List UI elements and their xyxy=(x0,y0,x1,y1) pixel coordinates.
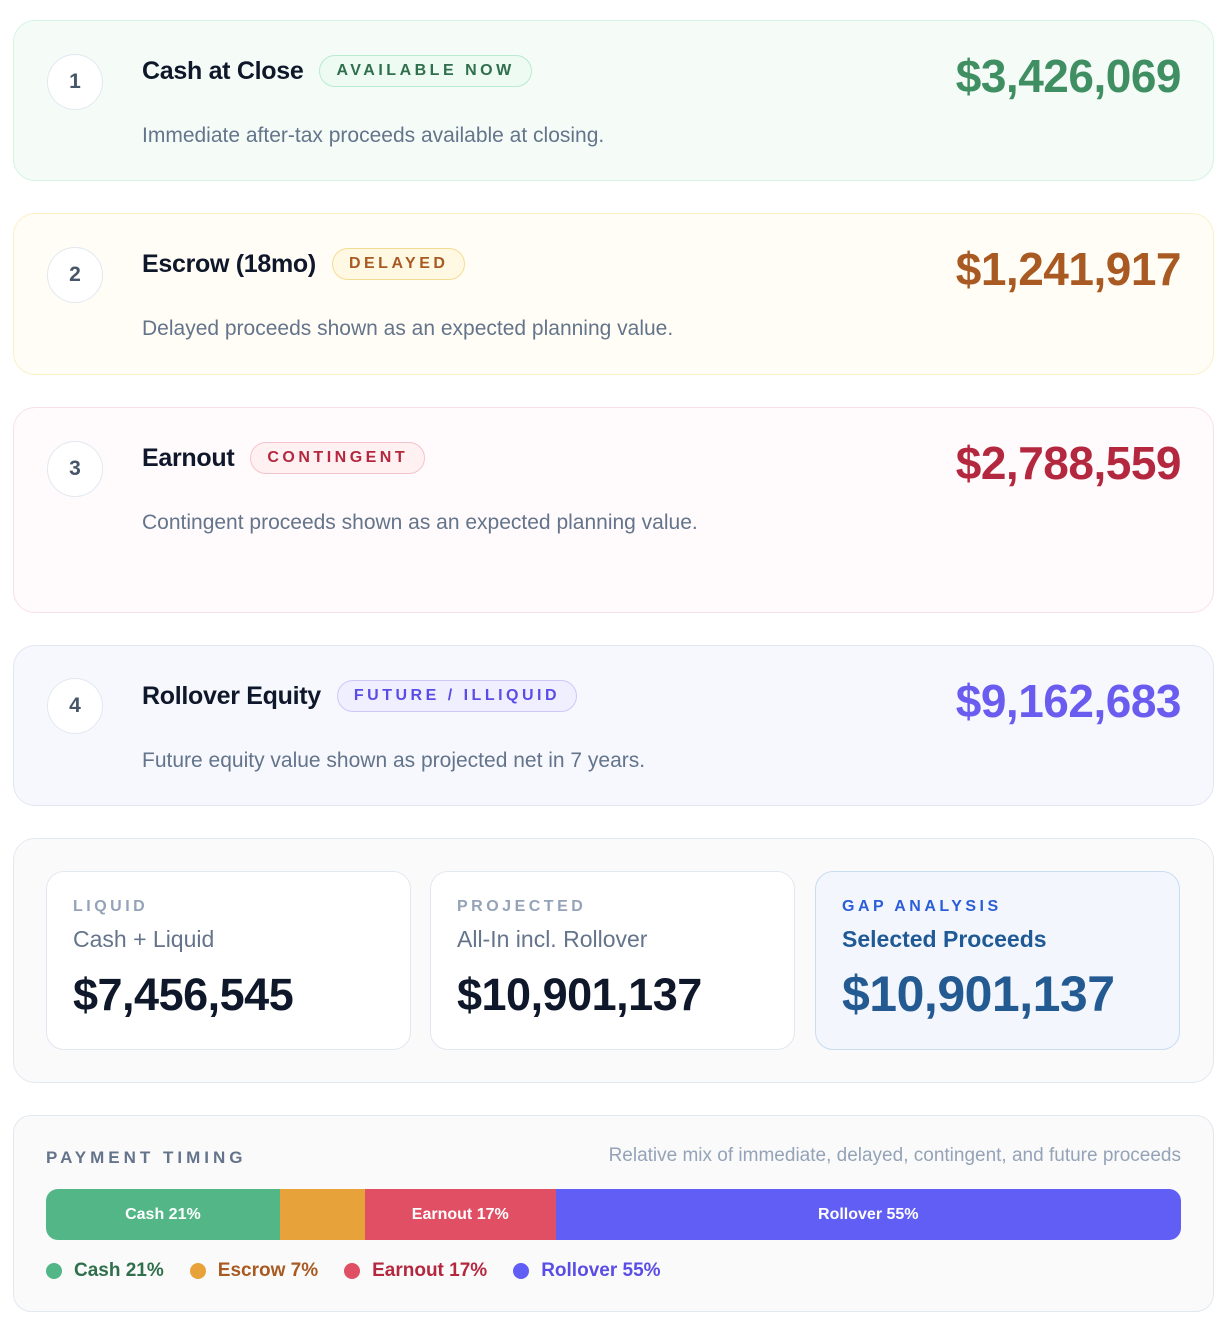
summary-subtitle: All-In incl. Rollover xyxy=(457,926,648,952)
card-description: Future equity value shown as projected n… xyxy=(142,749,646,772)
summary-label: PROJECTED xyxy=(457,898,587,915)
summary-subtitle: Cash + Liquid xyxy=(73,926,215,952)
legend-item: Cash 21% xyxy=(46,1260,164,1282)
summary-subtitle: Selected Proceeds xyxy=(842,926,1047,952)
step-number: 1 xyxy=(47,54,103,110)
legend-label: Escrow 7% xyxy=(217,1260,319,1281)
summary-projected: PROJECTED All-In incl. Rollover $10,901,… xyxy=(430,871,795,1050)
card-amount: $3,426,069 xyxy=(955,50,1182,102)
summary-gap-analysis: GAP ANALYSIS Selected Proceeds $10,901,1… xyxy=(815,871,1180,1050)
status-badge: FUTURE / ILLIQUID xyxy=(336,680,578,712)
legend-dot-icon xyxy=(189,1263,206,1279)
card-title: Escrow (18mo) xyxy=(142,249,316,278)
bar-segment xyxy=(279,1189,365,1240)
summary-label: LIQUID xyxy=(73,898,149,915)
legend-label: Earnout 17% xyxy=(372,1260,488,1281)
status-badge: AVAILABLE NOW xyxy=(319,55,532,87)
payment-timing-bar: Cash 21% Earnout 17% Rollover 55% xyxy=(46,1189,1181,1240)
bar-segment-label: Earnout 17% xyxy=(411,1205,509,1223)
summary-value: $10,901,137 xyxy=(457,969,702,1020)
card-title: Earnout xyxy=(142,443,235,472)
card-title: Cash at Close xyxy=(142,56,304,85)
payment-timing-subtitle: Relative mix of immediate, delayed, cont… xyxy=(608,1145,1181,1166)
bar-segment: Cash 21% xyxy=(46,1189,280,1240)
card-amount: $9,162,683 xyxy=(955,675,1182,727)
card-description: Immediate after-tax proceeds available a… xyxy=(142,124,605,147)
legend-item: Earnout 17% xyxy=(344,1260,487,1282)
bar-segment: Rollover 55% xyxy=(555,1189,1181,1240)
step-number: 2 xyxy=(47,247,103,303)
status-badge: DELAYED xyxy=(331,248,466,280)
summary-liquid: LIQUID Cash + Liquid $7,456,545 xyxy=(46,871,411,1050)
legend-item: Escrow 7% xyxy=(189,1260,319,1282)
legend-label: Cash 21% xyxy=(74,1260,164,1281)
card-amount: $2,788,559 xyxy=(955,437,1182,489)
bar-segment: Earnout 17% xyxy=(364,1189,556,1240)
card-amount: $1,241,917 xyxy=(955,243,1182,295)
step-number: 3 xyxy=(47,441,103,497)
proceeds-card: 3 Earnout CONTINGENT Contingent proceeds… xyxy=(13,407,1214,613)
proceeds-card: 1 Cash at Close AVAILABLE NOW Immediate … xyxy=(13,20,1214,181)
bar-segment-label: Rollover 55% xyxy=(818,1205,919,1223)
summary-label: GAP ANALYSIS xyxy=(842,898,1002,915)
step-number: 4 xyxy=(47,678,103,734)
legend-dot-icon xyxy=(344,1263,361,1279)
legend-item: Rollover 55% xyxy=(513,1260,661,1282)
proceeds-card: 4 Rollover Equity FUTURE / ILLIQUID Futu… xyxy=(13,645,1214,806)
proceeds-card: 2 Escrow (18mo) DELAYED Delayed proceeds… xyxy=(13,213,1214,375)
legend-dot-icon xyxy=(46,1263,62,1279)
card-title: Rollover Equity xyxy=(142,681,321,710)
bar-segment-label: Cash 21% xyxy=(125,1205,201,1223)
card-description: Delayed proceeds shown as an expected pl… xyxy=(142,317,674,340)
status-badge: CONTINGENT xyxy=(250,442,426,474)
summary-value: $7,456,545 xyxy=(73,969,294,1020)
payment-timing-title: PAYMENT TIMING xyxy=(46,1148,247,1167)
summary-value: $10,901,137 xyxy=(842,966,1115,1022)
card-description: Contingent proceeds shown as an expected… xyxy=(142,511,698,534)
payment-timing-legend: Cash 21% Escrow 7% Earnout 17% Rollover 55% xyxy=(46,1260,661,1282)
legend-dot-icon xyxy=(513,1263,530,1279)
legend-label: Rollover 55% xyxy=(541,1260,661,1281)
